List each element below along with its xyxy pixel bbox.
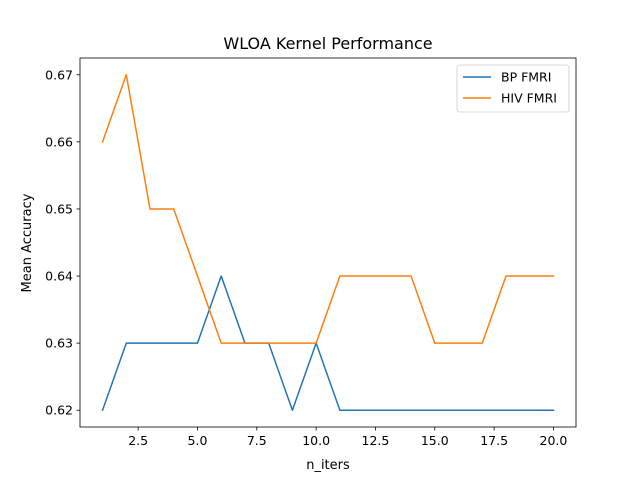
y-axis-label: Mean Accuracy xyxy=(20,193,35,292)
x-tick-label: 5.0 xyxy=(188,433,208,448)
y-tick-label: 0.64 xyxy=(45,269,73,284)
series-line-bp-fmri xyxy=(101,275,555,412)
x-axis-label: n_iters xyxy=(306,458,350,473)
legend-label: HIV FMRI xyxy=(501,91,557,106)
chart-title: WLOA Kernel Performance xyxy=(223,34,432,53)
y-tick-label: 0.67 xyxy=(45,67,73,82)
x-tick-label: 17.5 xyxy=(480,433,508,448)
y-tick-label: 0.62 xyxy=(45,403,73,418)
x-tick-label: 10.0 xyxy=(302,433,330,448)
series-line-hiv-fmri xyxy=(101,74,555,344)
y-tick-label: 0.63 xyxy=(45,336,73,351)
x-tick-label: 20.0 xyxy=(540,433,568,448)
x-tick-label: 15.0 xyxy=(421,433,449,448)
y-tick-label: 0.66 xyxy=(45,134,73,149)
axes-frame xyxy=(79,57,577,428)
x-tick-label: 12.5 xyxy=(362,433,390,448)
y-tick-label: 0.65 xyxy=(45,201,73,216)
legend-label: BP FMRI xyxy=(501,70,551,85)
plot-area: 2.5 5.0 7.5 10.0 12.5 15.0 17.5 20.0 0.62 0.63 0.6… xyxy=(45,57,577,448)
x-tick-label: 7.5 xyxy=(247,433,267,448)
x-tick-label: 2.5 xyxy=(128,433,148,448)
